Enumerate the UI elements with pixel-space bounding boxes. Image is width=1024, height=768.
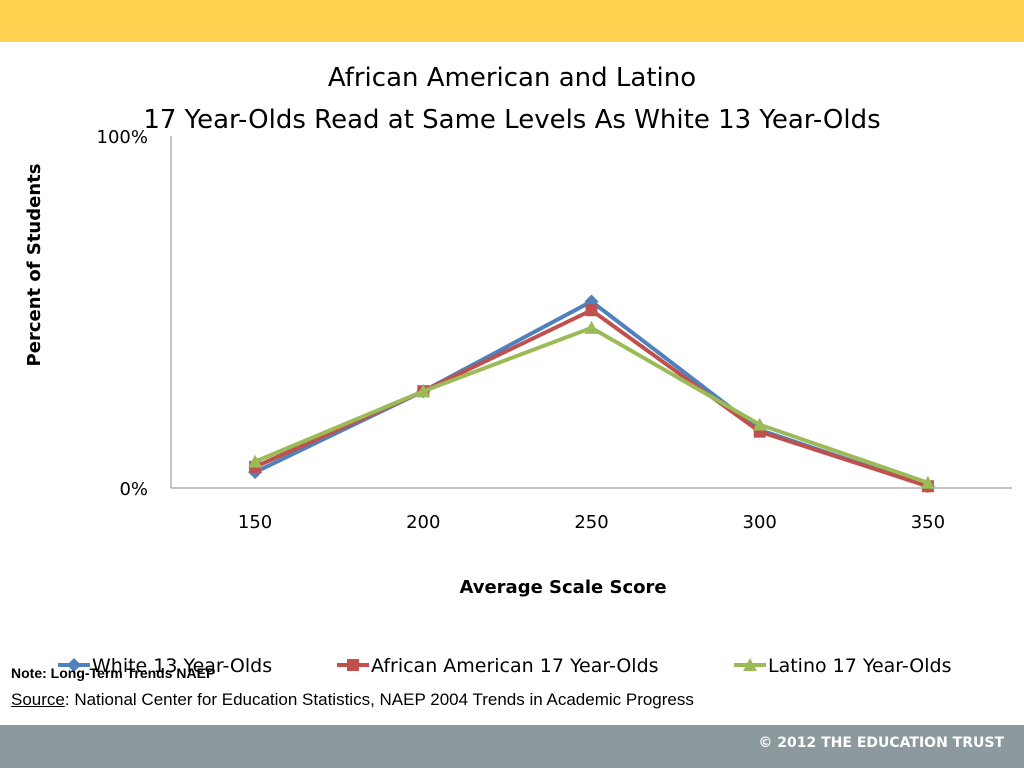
data-point xyxy=(416,384,431,398)
legend-label: African American 17 Year-Olds xyxy=(371,655,659,677)
legend-swatch-marker xyxy=(743,658,757,671)
legend-item: Latino 17 Year-Olds xyxy=(734,655,951,677)
source-description: : National Center for Education Statisti… xyxy=(64,690,694,709)
data-point xyxy=(584,320,599,334)
top-accent-band xyxy=(0,0,1024,42)
source-text: Source: National Center for Education St… xyxy=(11,690,694,710)
footer-band: © 2012 THE EDUCATION TRUST xyxy=(0,725,1024,768)
source-label: Source xyxy=(11,690,65,709)
legend-item: White 13 Year-Olds xyxy=(58,655,272,677)
copyright-text: © 2012 THE EDUCATION TRUST xyxy=(758,735,1004,751)
legend-swatch-marker xyxy=(67,658,81,672)
x-tick-label: 250 xyxy=(574,512,608,533)
chart-title: African American and Latino 17 Year-Olds… xyxy=(143,63,880,135)
data-point xyxy=(248,454,263,468)
note-text: Note: Long-Term Trends NAEP xyxy=(11,665,216,681)
x-tick-label: 200 xyxy=(406,512,440,533)
x-tick-label: 300 xyxy=(743,512,777,533)
x-axis-title: Average Scale Score xyxy=(459,577,666,598)
line-chart: African American and Latino 17 Year-Olds… xyxy=(24,63,1012,677)
x-tick-label: 350 xyxy=(911,512,945,533)
x-axis-ticks: 150 200 250 300 350 xyxy=(238,512,945,533)
y-tick-label: 0% xyxy=(119,479,148,500)
x-tick-label: 150 xyxy=(238,512,272,533)
legend-label: White 13 Year-Olds xyxy=(92,655,272,677)
series-line xyxy=(254,308,929,489)
chart-legend: White 13 Year-Olds African American 17 Ye… xyxy=(58,655,951,677)
legend-label: Latino 17 Year-Olds xyxy=(768,655,951,677)
legend-swatch-marker xyxy=(347,659,359,671)
data-point xyxy=(920,475,935,489)
y-axis-title: Percent of Students xyxy=(24,164,45,367)
data-point xyxy=(585,304,598,317)
y-axis-ticks: 0% 100% xyxy=(97,127,148,500)
chart-title-line-2: 17 Year-Olds Read at Same Levels As Whit… xyxy=(143,105,880,135)
series-layer xyxy=(248,294,935,494)
chart-title-line-1: African American and Latino xyxy=(328,63,696,93)
legend-item: African American 17 Year-Olds xyxy=(337,655,659,677)
series-line xyxy=(254,325,929,485)
y-tick-label: 100% xyxy=(97,127,148,148)
data-point xyxy=(752,417,767,431)
series-triangle xyxy=(248,320,935,489)
